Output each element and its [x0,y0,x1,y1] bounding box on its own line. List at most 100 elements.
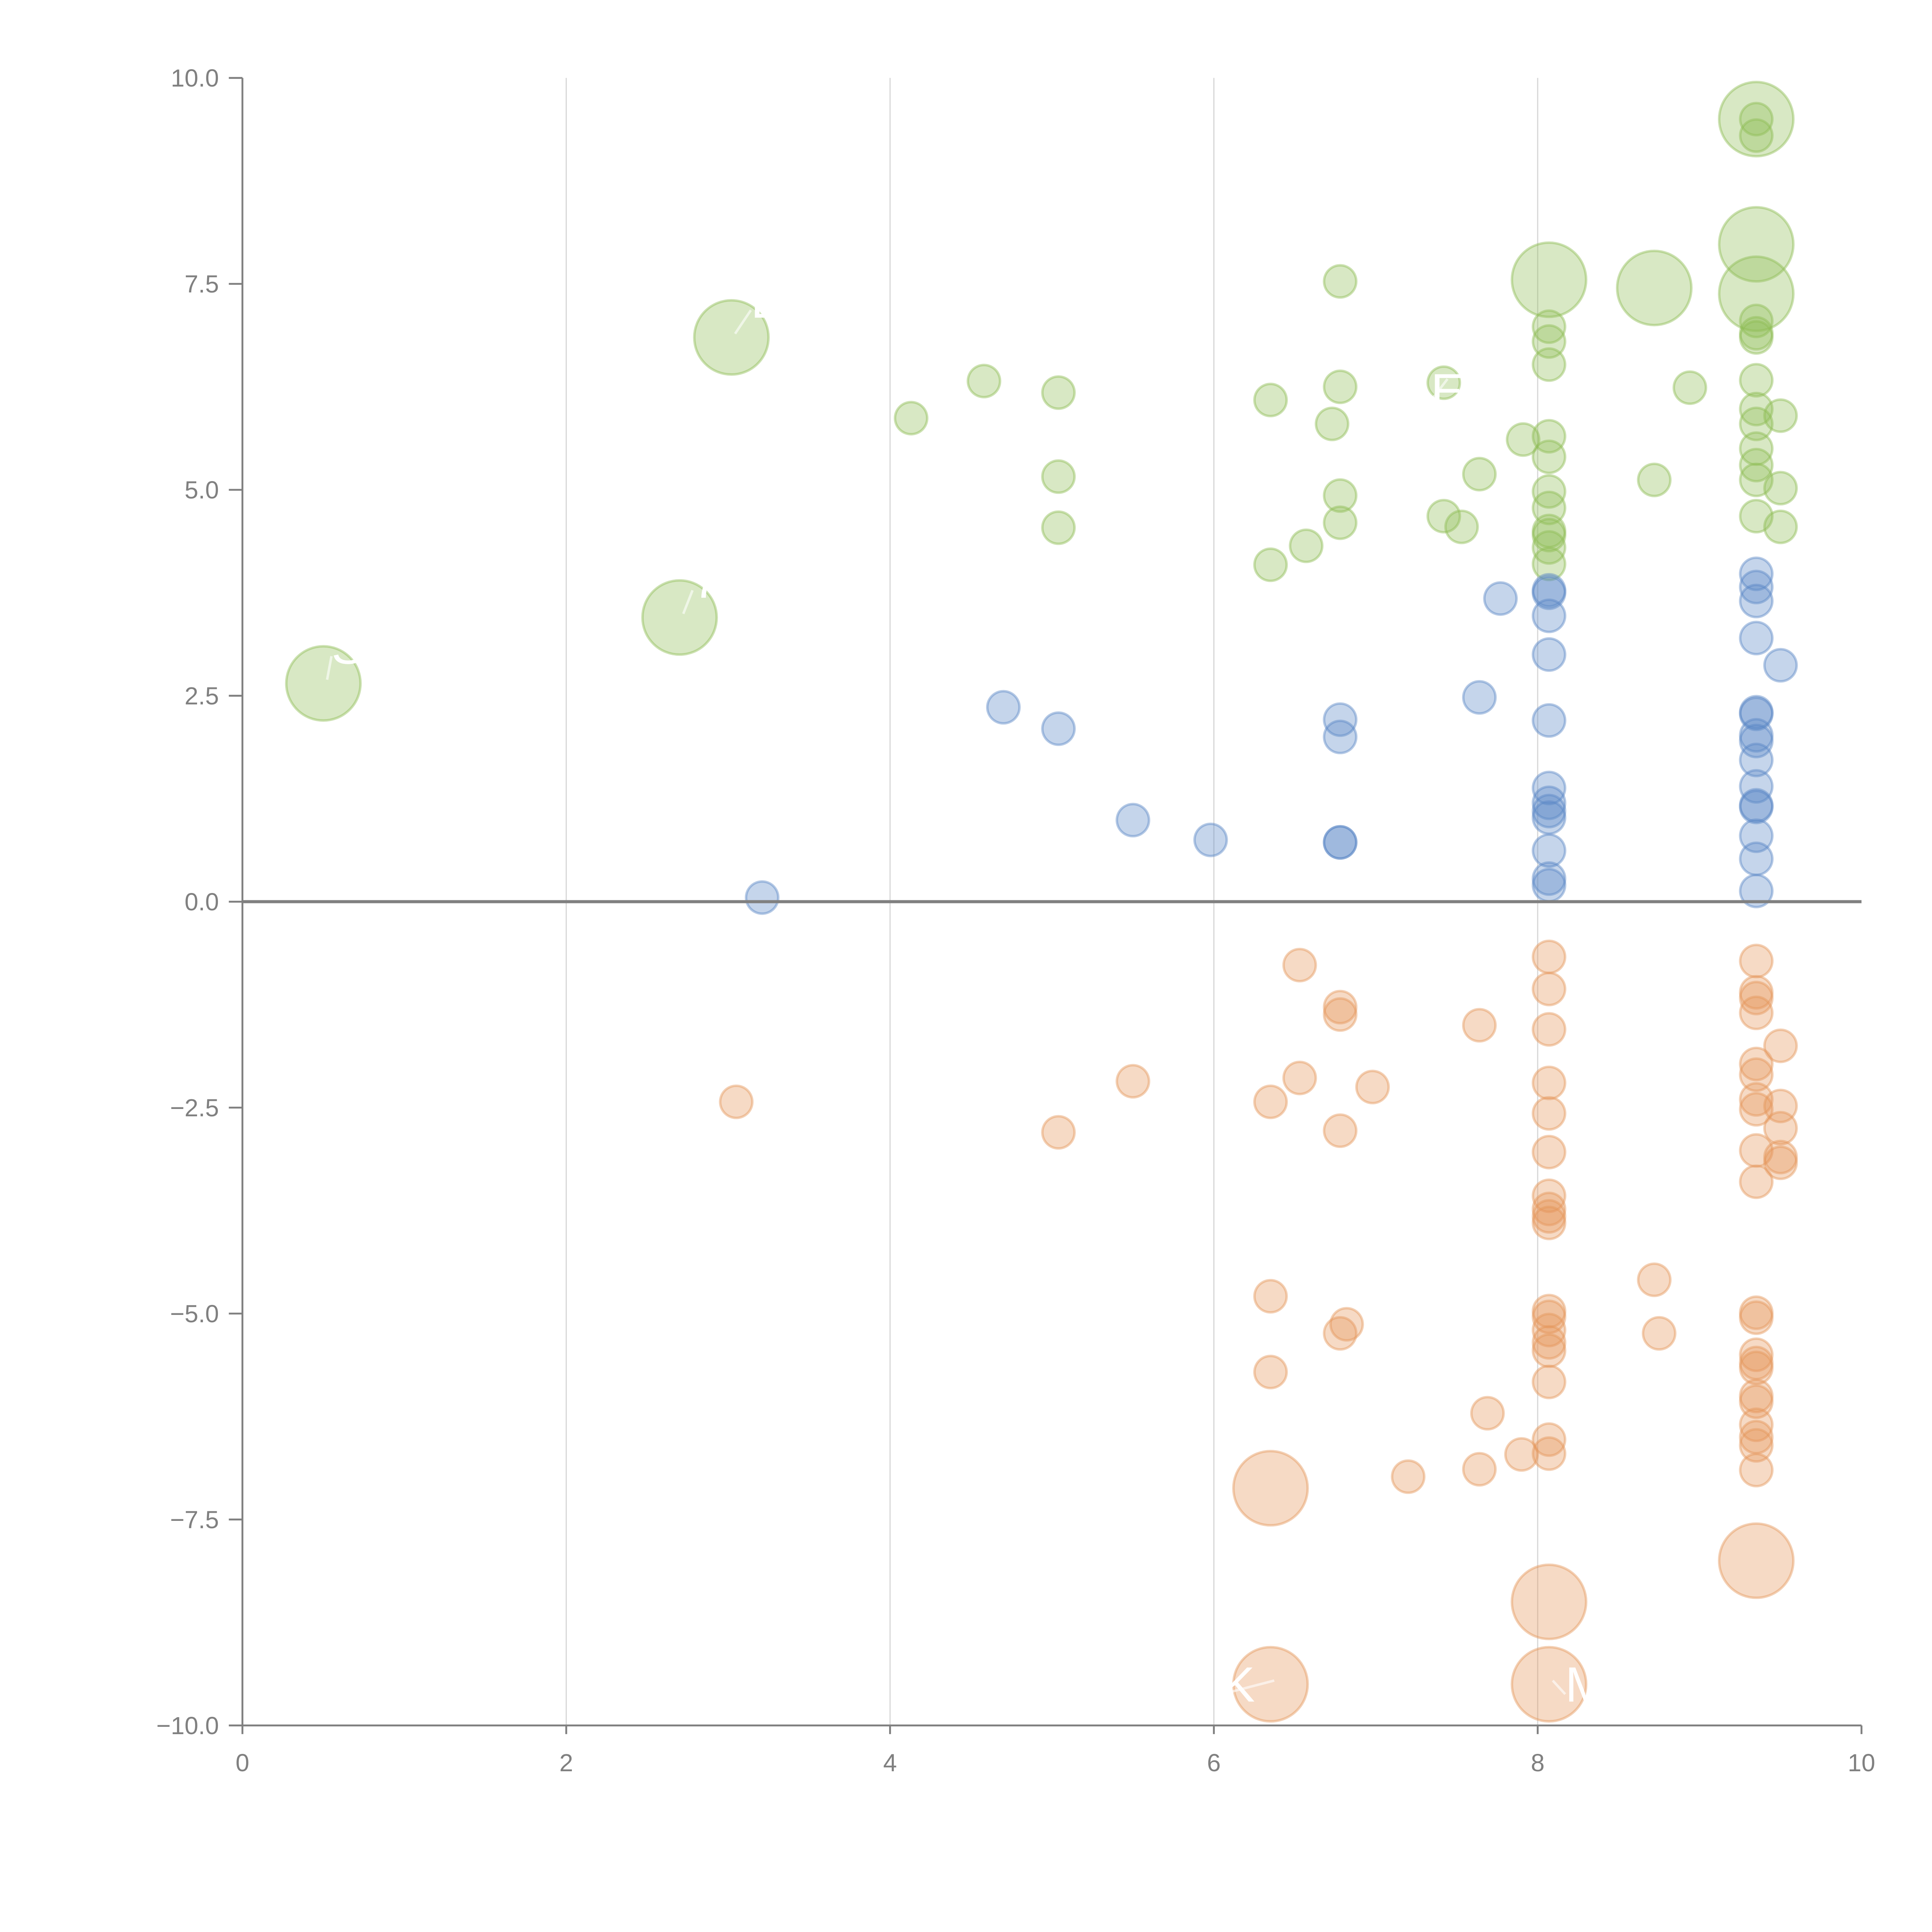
bubble-orange [1532,1422,1566,1457]
bubble-green [1532,439,1566,474]
bubble-green [1532,474,1566,509]
bubble-green [1532,490,1566,526]
bubble-blue [1532,794,1566,828]
bubble-blue [1041,711,1076,746]
axes: 0 2 4 6 8 10 10.0 7.5 5.0 2.5 0.0 −2.5 −5.0 −7.5 −10.0 [156,64,1876,1777]
bubble-green [1637,463,1672,497]
bubble-orange [1329,1307,1364,1342]
bubble-green [1739,463,1774,497]
bubble-blue [1532,703,1566,738]
bubble-orange [1739,995,1774,1031]
bubble-orange [1532,1333,1566,1368]
bubble-orange [1763,1028,1798,1063]
bubble-green [1323,369,1358,404]
bubble-blue [1532,868,1566,903]
bubble-green [1739,406,1774,441]
annotation-label: E [751,273,784,328]
y-tick-label: −7.5 [170,1506,219,1534]
bubble-green [1253,383,1288,418]
bubble-orange [1739,1384,1774,1419]
y-tick-label: 0.0 [185,888,219,916]
bubble-orange [1510,1563,1588,1640]
bubble-orange [1532,1364,1566,1400]
bubble-orange [1763,1145,1798,1180]
bubble-orange [1462,1008,1497,1043]
bubble-green [1532,546,1566,582]
bubble-green [1462,457,1497,492]
bubble-green [1532,347,1566,382]
bubble-orange [1504,1437,1539,1472]
bubble-blue [745,880,780,915]
bubble-green [1763,398,1798,433]
y-tick-label: 7.5 [185,270,219,298]
bubble-orange [1739,1295,1774,1330]
bubble-blue [1739,874,1774,908]
y-tick-label: 2.5 [185,682,219,710]
bubble-green [1739,447,1774,483]
bubble-orange [1323,997,1358,1032]
bubble-green [1718,255,1795,332]
annotation-label: S [332,619,364,674]
annotation-label: M [1565,1657,1607,1713]
bubble-orange [1763,1088,1798,1124]
bubble-orange [1323,990,1358,1025]
bubble-blue [1739,788,1774,823]
bubble-blue [986,690,1021,725]
x-tick-label: 2 [560,1749,573,1777]
leader-line [682,590,694,614]
bubble-blue [1116,803,1150,838]
bubble-green [1510,241,1588,318]
bubble-blue [1739,769,1774,804]
bubble-green [285,645,362,722]
bubble-orange [1739,1428,1774,1463]
bubble-blue [1739,570,1774,604]
bubble-orange [1739,1378,1774,1413]
bubble-blue [1739,583,1774,619]
bubble-green [1718,206,1795,283]
bubble-blue [1739,724,1774,759]
bubble-orange [719,1084,754,1119]
bubble-blue [1739,789,1774,825]
bubble-orange [1739,1420,1774,1455]
bubble-orange [1391,1459,1426,1494]
leader-line [1221,1679,1275,1696]
bubble-orange [1532,1096,1566,1131]
bubble-blue [1532,575,1566,610]
bubble-blue [1532,861,1566,896]
bubble-green [966,364,1002,399]
bubble-orange [1641,1316,1677,1351]
bubble-green [1739,363,1774,398]
bubble-blue [1763,648,1798,683]
bubble-orange [1253,1279,1288,1314]
bubble-orange [1739,1092,1774,1127]
bubble-orange [1355,1070,1390,1105]
bubble-orange [1739,944,1774,978]
bubble-blue [1532,573,1566,608]
bubble-orange [1253,1084,1288,1119]
bubble-green [1718,81,1795,158]
bubble-orange [1532,1206,1566,1240]
bubble-green [1672,370,1708,405]
bubble-blue [1323,719,1358,754]
bubble-green [1739,316,1774,351]
bubble-orange [1739,1300,1774,1335]
y-tick-label: −5.0 [170,1300,219,1328]
x-tick-label: 0 [236,1749,250,1777]
bubble-green [1426,499,1461,534]
bubble-orange [1739,1164,1774,1199]
bubble-green [1505,422,1541,457]
bubble-blue [1739,621,1774,656]
bubble-orange [1323,1316,1358,1351]
bubble-blue [1532,770,1566,806]
bubble-green [1532,309,1566,344]
bubble-blue [1483,581,1518,616]
annotation-label: 7 [692,553,720,609]
bubble-orange [1116,1064,1150,1099]
bubble-blue [1532,637,1566,672]
bubble-blue [1532,800,1566,835]
bubble-orange [1739,1350,1774,1386]
x-tick-label: 6 [1207,1749,1221,1777]
leader-line [1552,1680,1566,1695]
bubble-orange [1282,1060,1317,1095]
